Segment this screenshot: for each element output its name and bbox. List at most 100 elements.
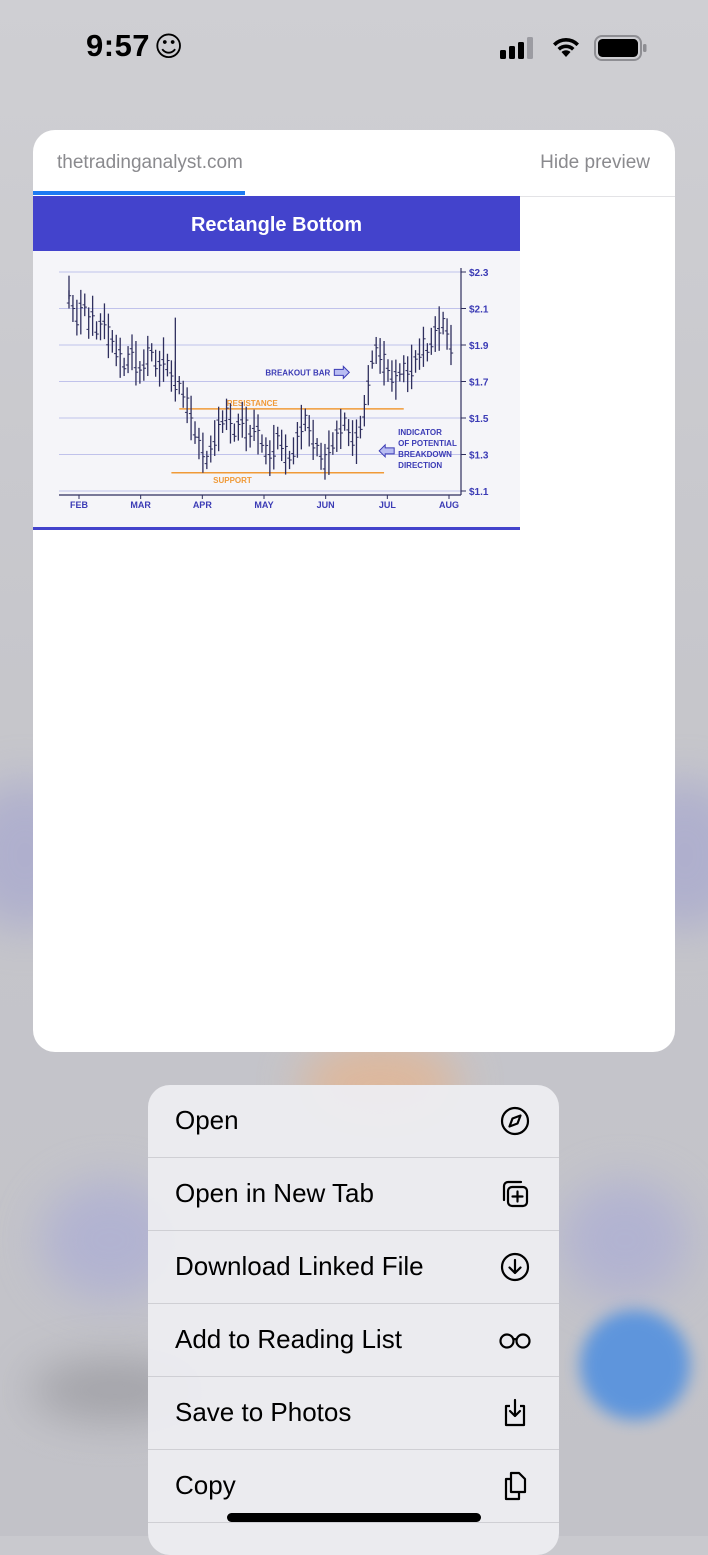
price-bar [117,337,123,378]
indicator-label-line: INDICATOR [398,428,442,437]
price-bar [110,330,115,353]
menu-item-label: Copy [175,1470,236,1500]
price-bar [409,344,414,390]
price-bar [114,334,119,367]
price-bar [157,350,162,387]
context-menu: Open Open in New Tab Download Linked Fil… [148,1085,559,1555]
x-tick-label: AUG [439,500,459,510]
figure-header [33,196,520,251]
wifi-icon [553,37,579,57]
indicator-label-line: BREAKDOWN [398,450,452,459]
preview-url-bar: thetradinganalyst.com Hide preview [33,130,675,197]
menu-item-label: Open [175,1105,239,1135]
price-bar [385,359,391,382]
price-bar [259,434,265,453]
support-label: SUPPORT [213,476,252,485]
preview-image: Rectangle Bottom RESISTANCE SUPPORT $2.3 $… [33,196,520,530]
link-preview-card[interactable]: thetradinganalyst.com Hide preview Recta… [33,130,675,1052]
price-bar [322,443,328,480]
home-indicator[interactable] [227,1513,481,1522]
price-bar [267,440,273,477]
price-bar [346,419,351,447]
price-bar [425,343,430,362]
price-bar [393,359,399,400]
price-bar [342,412,347,431]
menu-item-add-to-reading-list[interactable]: Add to Reading List [148,1304,559,1377]
y-tick-label: $1.9 [469,341,489,352]
preview-domain: thetradinganalyst.com [57,152,243,173]
signal-icon [500,37,533,59]
menu-item-open[interactable]: Open [148,1085,559,1158]
copy-icon [504,1471,527,1501]
price-bar [444,318,450,350]
menu-item-more[interactable] [148,1523,559,1555]
price-bar [224,398,229,431]
price-bar [78,289,84,335]
price-bar [310,419,316,460]
price-bar [263,437,269,465]
price-bar [370,350,375,369]
price-bar [326,430,332,475]
price-bar [216,406,221,452]
price-bar [318,442,324,470]
price-bar [181,380,186,408]
x-tick-label: APR [193,500,213,510]
price-bar [94,321,99,340]
price-bar [334,420,339,452]
price-bar [283,434,288,475]
price-bar [366,365,371,406]
price-bar [141,349,147,381]
menu-item-open-new-tab[interactable]: Open in New Tab [148,1158,559,1231]
price-bar [196,427,202,460]
price-bar [303,408,308,432]
price-bar [153,349,158,377]
rectangle-bottom-figure: Rectangle Bottom RESISTANCE SUPPORT $2.3 $… [33,196,520,530]
figure-title: Rectangle Bottom [191,214,362,236]
price-bar [133,340,139,386]
price-bar [106,313,111,359]
page-load-progress [33,191,245,195]
y-tick-label: $1.1 [469,487,489,498]
figure-background [33,196,520,530]
price-bar [165,353,170,377]
menu-item-save-to-photos[interactable]: Save to Photos [148,1377,559,1450]
price-bar [405,356,410,393]
battery-icon [594,35,647,61]
indicator-arrow [378,443,395,459]
price-bar [275,426,280,450]
price-bar [299,404,304,450]
x-tick-label: MAY [254,500,273,510]
price-bar [188,395,194,441]
price-bar [177,376,182,395]
price-bar [82,293,87,317]
price-bar [244,406,249,452]
hide-preview-button[interactable]: Hide preview [540,152,650,173]
price-bar [169,360,174,392]
price-bar [307,415,312,447]
status-bar: 9:57 ☺ [0,0,708,96]
y-tick-label: $2.3 [469,268,489,279]
figure-bottom-rule [33,527,520,530]
menu-item-copy[interactable]: Copy [148,1450,559,1523]
price-bar [330,432,336,455]
price-bar [279,429,284,462]
price-bar [137,361,143,384]
price-bar [417,338,422,370]
price-bar [291,437,296,465]
price-bar [125,346,131,374]
price-bar [373,336,379,364]
menu-item-download-linked-file[interactable]: Download Linked File [148,1231,559,1304]
price-bar [102,303,107,340]
price-bar [377,338,383,374]
price-bar [287,450,292,470]
breakout-arrow [333,365,351,380]
price-bar [236,413,241,441]
x-tick-label: JUL [379,500,397,510]
price-bar [433,316,438,352]
price-bar [255,414,261,455]
menu-item-label: Add to Reading List [175,1324,402,1354]
resistance-label: RESISTANCE [227,399,279,408]
y-tick-label: $1.3 [469,451,489,462]
price-bar [436,306,442,351]
bg-floating-button [580,1310,690,1420]
